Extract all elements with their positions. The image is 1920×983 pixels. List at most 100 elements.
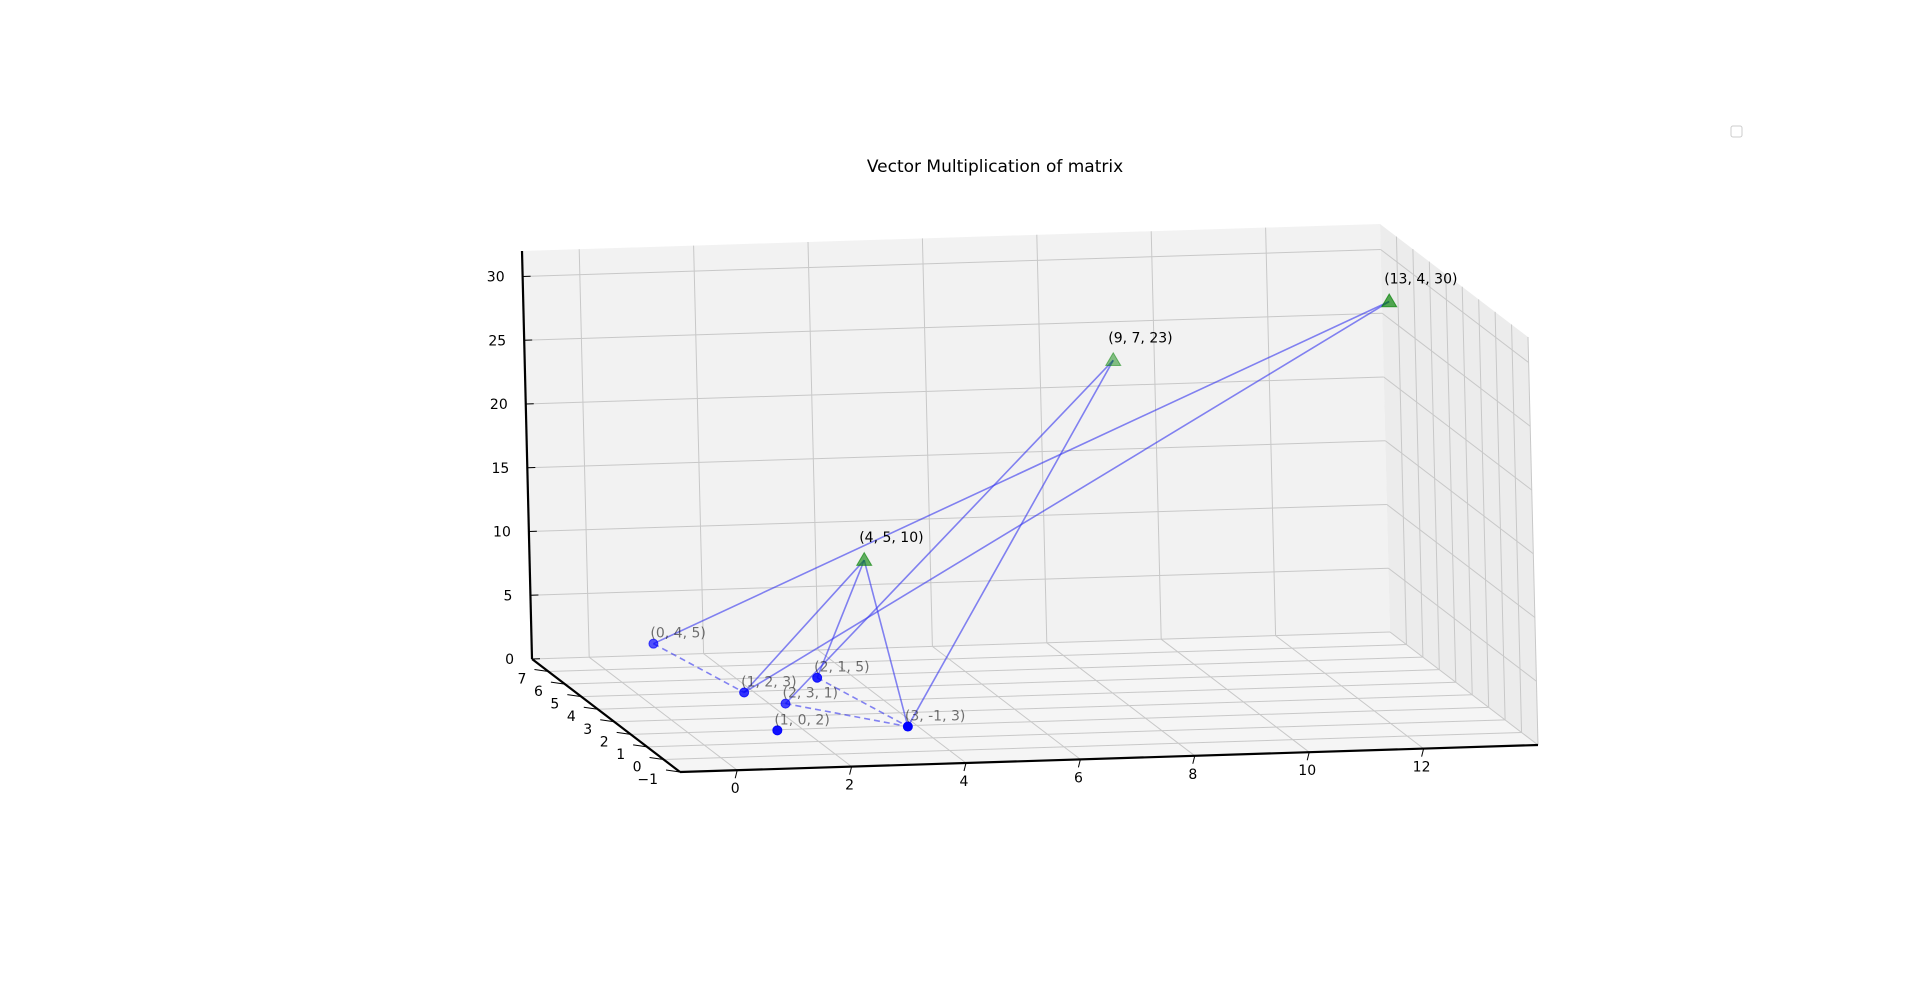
- y-tick-label: 7: [518, 672, 527, 688]
- y-tick-label: 4: [567, 709, 576, 725]
- z-tick-label: 25: [488, 333, 506, 349]
- input-point-marker: [902, 721, 913, 732]
- y-tick-label: 1: [616, 747, 625, 763]
- z-axis-line: [520, 250, 534, 660]
- z-tick-label: 15: [491, 461, 509, 477]
- input-point-marker: [772, 725, 783, 736]
- grid-line-y-floor: [548, 644, 1407, 673]
- grid-line-y-floor: [663, 731, 1522, 760]
- grid-line-x: [1036, 234, 1048, 643]
- input-point-label: (3, -1, 3): [905, 709, 966, 725]
- transform-line: [907, 359, 1114, 727]
- z-tick-label: 10: [493, 525, 511, 541]
- grid-line-y-side: [1461, 286, 1473, 695]
- chart-title: Vector Multiplication of matrix: [867, 157, 1123, 177]
- y-tick-mark: [600, 719, 615, 723]
- y-tick-label: 3: [583, 722, 592, 738]
- grid-line-x: [693, 245, 705, 654]
- z-tick-label: 0: [505, 652, 514, 668]
- input-point-marker: [780, 698, 791, 709]
- input-point-marker: [648, 638, 659, 649]
- x-tick-label: 0: [731, 781, 740, 797]
- x-tick-label: 12: [1413, 760, 1431, 776]
- grid-line-y-floor: [597, 681, 1456, 710]
- dashed-line: [785, 702, 909, 728]
- z-tick-label: 30: [487, 270, 505, 286]
- y-tick-mark: [616, 731, 631, 735]
- floor-pane: [532, 632, 1538, 772]
- axis-lines: [520, 250, 1539, 774]
- grid-line-z-side: [1386, 504, 1536, 618]
- input-point-label: (2, 3, 1): [783, 686, 838, 702]
- input-point-label: (2, 1, 5): [814, 660, 869, 676]
- grid-line-z-back: [522, 249, 1381, 277]
- grid-line-y-side: [1494, 311, 1506, 720]
- dashed-line: [653, 642, 745, 694]
- grid-line-y-side: [1395, 236, 1407, 645]
- legend-box: [1730, 125, 1743, 138]
- grid-line-z-back: [528, 504, 1387, 532]
- grid-line-z-side: [1388, 567, 1537, 682]
- grid-line-x: [1265, 227, 1277, 636]
- grid-line-z-back: [524, 312, 1383, 341]
- transform-line: [743, 559, 865, 694]
- output-point-label: (4, 5, 10): [859, 530, 923, 546]
- y-tick-label: 2: [600, 734, 609, 750]
- y-tick-mark: [665, 769, 681, 773]
- grid-line-x-floor: [817, 649, 967, 764]
- y-tick-mark: [583, 706, 598, 710]
- grid-line-y-side: [1511, 324, 1523, 733]
- y-tick-mark: [633, 744, 648, 748]
- transform-lines: [653, 300, 1390, 728]
- y-tick-label: 5: [550, 697, 559, 713]
- input-point-label: (1, 2, 3): [741, 674, 796, 690]
- grid-line-y-side: [1428, 261, 1440, 670]
- output-point-marker: [1104, 351, 1122, 367]
- y-tick-label: −1: [637, 772, 658, 788]
- grid-line-y-floor: [581, 669, 1440, 698]
- x-tick-mark: [963, 762, 967, 772]
- grid-lines: [522, 227, 1539, 773]
- x-tick-mark: [1306, 752, 1310, 761]
- grid-line-y-side: [1478, 299, 1490, 708]
- grid-line-z-back: [525, 376, 1384, 405]
- dashed-line: [816, 677, 909, 728]
- axes-panes: [522, 224, 1538, 772]
- y-tick-mark: [534, 669, 549, 673]
- grid-line-y-floor: [614, 694, 1473, 723]
- y-tick-mark: [550, 681, 565, 685]
- grid-line-y-floor: [647, 719, 1506, 748]
- input-point-marker: [739, 687, 750, 698]
- y-tick-label: 6: [534, 684, 543, 700]
- z-tick-label: 5: [504, 588, 513, 604]
- grid-line-x: [921, 238, 933, 647]
- grid-line-x: [807, 241, 819, 651]
- x-tick-label: 6: [1074, 770, 1083, 786]
- grid-line-z-side: [1381, 312, 1531, 427]
- y-tick-label: 0: [633, 759, 642, 775]
- x-tick-label: 10: [1298, 763, 1316, 779]
- z-tick-label: 20: [490, 397, 508, 413]
- grid-line-z-side: [1385, 440, 1534, 555]
- transform-line: [784, 359, 1114, 705]
- x-tick-label: 2: [845, 778, 854, 794]
- transform-line: [816, 559, 865, 679]
- output-point-marker: [855, 551, 873, 566]
- data-markers: [648, 293, 1398, 736]
- input-point-label: (0, 4, 5): [650, 626, 705, 642]
- grid-line-x-floor: [932, 646, 1081, 760]
- grid-line-z-side: [1383, 376, 1533, 491]
- y-tick-mark: [649, 756, 664, 760]
- input-point-marker: [812, 672, 823, 683]
- grid-line-z-side: [1380, 249, 1529, 363]
- grid-line-z-back: [530, 567, 1389, 596]
- transform-line: [863, 559, 909, 727]
- back-pane: [522, 224, 1390, 659]
- x-tick-mark: [734, 770, 738, 779]
- grid-line-z-back: [527, 440, 1386, 469]
- input-point-label: (1, 0, 2): [774, 712, 829, 728]
- y-axis-line: [531, 658, 681, 773]
- grid-line-y-side: [1527, 336, 1539, 746]
